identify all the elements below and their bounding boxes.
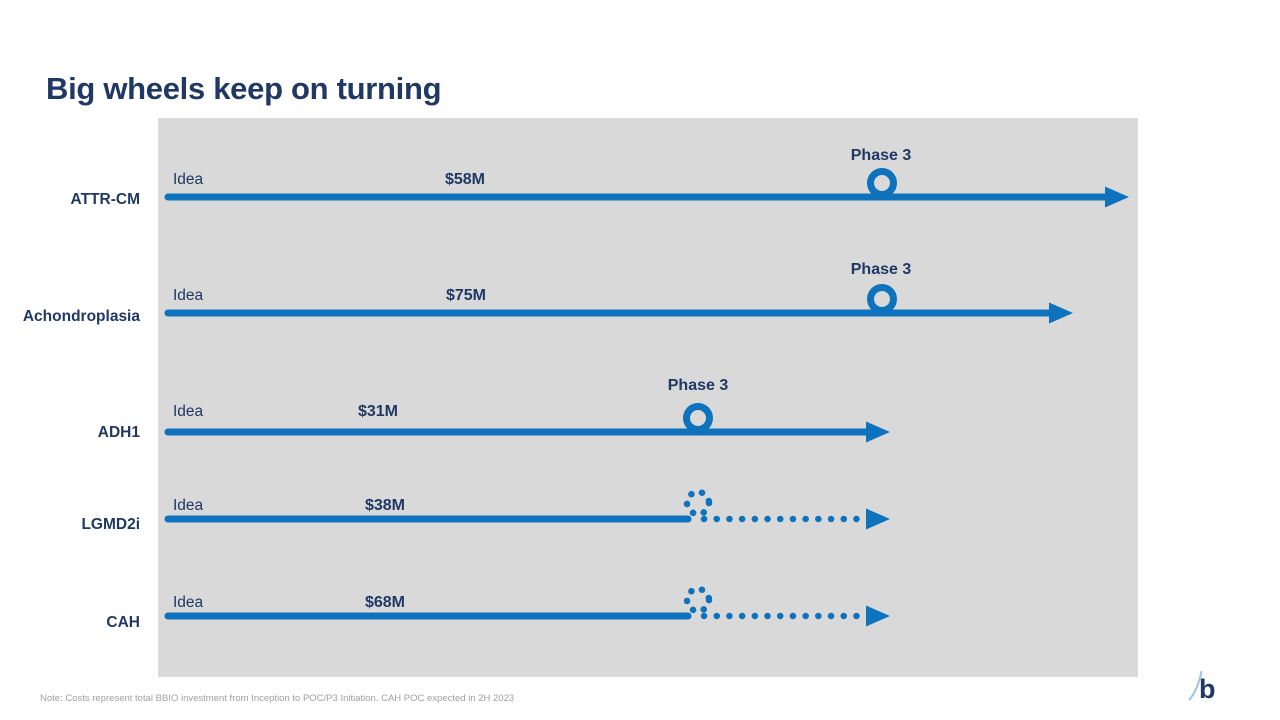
program-label-cah: CAH	[106, 614, 140, 631]
program-label-attr-cm: ATTR-CM	[70, 191, 140, 208]
cost-label: $38M	[364, 497, 406, 514]
footnote: Note: Costs represent total BBIO investm…	[40, 693, 515, 704]
idea-label: Idea	[173, 171, 204, 188]
logo-swoosh-icon	[1188, 670, 1203, 701]
chart-panel	[158, 118, 1138, 677]
cost-label: $68M	[364, 594, 406, 611]
phase3-label: Phase 3	[850, 147, 912, 164]
idea-label: Idea	[173, 403, 204, 420]
phase3-label: Phase 3	[850, 261, 912, 278]
cost-label: $75M	[445, 287, 487, 304]
idea-label: Idea	[173, 497, 204, 514]
idea-label: Idea	[173, 287, 204, 304]
program-label-lgmd2i: LGMD2i	[81, 516, 140, 533]
bridgebio-logo: b	[1188, 670, 1216, 704]
program-label-adh1: ADH1	[97, 424, 140, 441]
cost-label: $31M	[357, 403, 399, 420]
program-label-achondroplasia: Achondroplasia	[22, 308, 140, 325]
page-title: Big wheels keep on turning	[46, 70, 442, 106]
logo-letter: b	[1199, 674, 1216, 704]
phase3-label: Phase 3	[667, 377, 729, 394]
cost-label: $58M	[444, 171, 486, 188]
idea-label: Idea	[173, 594, 204, 611]
